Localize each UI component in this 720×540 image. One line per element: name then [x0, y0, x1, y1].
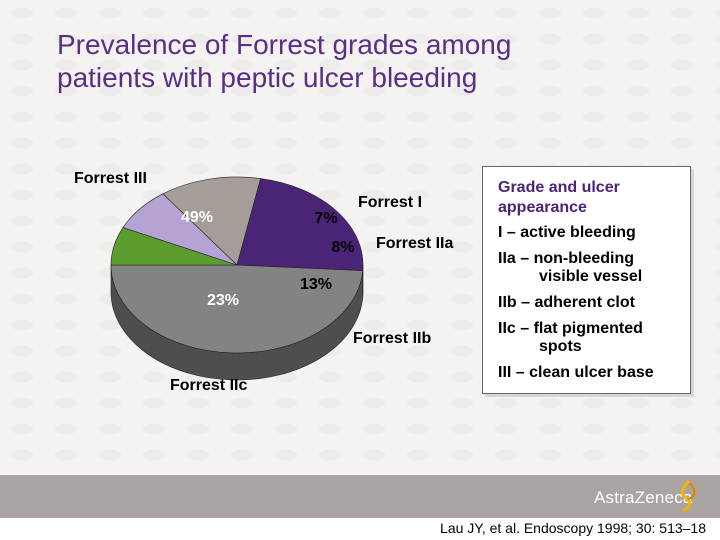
- legend-item-iii: III – clean ulcer base: [498, 364, 688, 382]
- footer-strip: [0, 518, 720, 540]
- legend-item-i: I – active bleeding: [498, 224, 688, 242]
- page-title: Prevalence of Forrest grades among patie…: [57, 28, 677, 94]
- title-line-2: patients with peptic ulcer bleeding: [57, 62, 478, 93]
- legend-item-i-text: I – active bleeding: [498, 224, 636, 241]
- pie-slice-forrest-iii: [110, 264, 364, 354]
- pct-label-forrest-i: 7%: [314, 210, 337, 227]
- legend-item-iib: IIb – adherent clot: [498, 294, 688, 312]
- legend-heading-line-1: Grade and ulcer: [498, 179, 620, 196]
- pct-label-forrest-iib: 13%: [300, 276, 332, 293]
- pct-label-forrest-iic: 23%: [207, 292, 239, 309]
- legend-item-iia-text: IIa – non-bleeding: [498, 250, 635, 267]
- legend-list: I – active bleeding IIa – non-bleeding v…: [498, 224, 688, 390]
- pie-slice-forrest-iib: [162, 176, 261, 266]
- title-line-1: Prevalence of Forrest grades among: [57, 29, 512, 60]
- legend-box: [482, 166, 691, 394]
- legend-item-iic-continuation: spots: [539, 338, 582, 355]
- category-label-forrest-iia: Forrest IIa: [376, 235, 453, 252]
- pct-label-forrest-iii: 49%: [181, 209, 213, 226]
- legend-item-iic-text: IIc – flat pigmented: [498, 320, 643, 337]
- legend-item-iia: IIa – non-bleeding visible vessel: [498, 250, 688, 286]
- pie-slice-forrest-iic: [236, 178, 364, 271]
- legend-heading: Grade and ulcer appearance: [498, 178, 688, 218]
- legend-item-iib-text: IIb – adherent clot: [498, 294, 635, 311]
- pie-chart: 49% 7% 8% 13% 23% Forrest III Forrest I Forrest…: [74, 170, 453, 394]
- category-label-forrest-iic: Forrest IIc: [170, 377, 247, 394]
- legend-heading-line-2: appearance: [498, 199, 587, 216]
- category-label-forrest-iib: Forrest IIb: [353, 330, 431, 347]
- legend-item-iic: IIc – flat pigmented spots: [498, 320, 688, 356]
- citation: Lau JY, et al. Endoscopy 1998; 30: 513–1…: [440, 520, 706, 536]
- legend-item-iii-text: III – clean ulcer base: [498, 364, 654, 381]
- category-label-forrest-i: Forrest I: [358, 194, 422, 211]
- pct-label-forrest-iia: 8%: [331, 239, 354, 256]
- legend-item-iia-continuation: visible vessel: [539, 268, 643, 285]
- category-label-forrest-iii: Forrest III: [74, 170, 147, 187]
- brand-name: AstraZeneca: [594, 488, 693, 507]
- astrazeneca-logo-icon: [680, 480, 696, 512]
